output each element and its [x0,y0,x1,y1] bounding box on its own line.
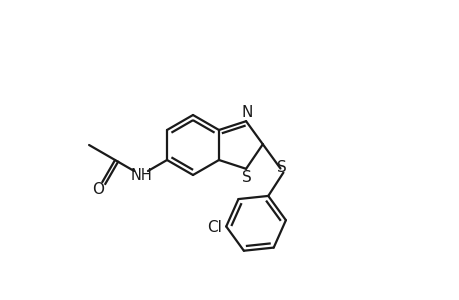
Text: N: N [241,105,252,120]
Text: S: S [242,170,252,185]
Text: Cl: Cl [207,220,221,235]
Text: O: O [92,182,104,197]
Text: S: S [276,160,285,175]
Text: NH: NH [130,167,151,182]
